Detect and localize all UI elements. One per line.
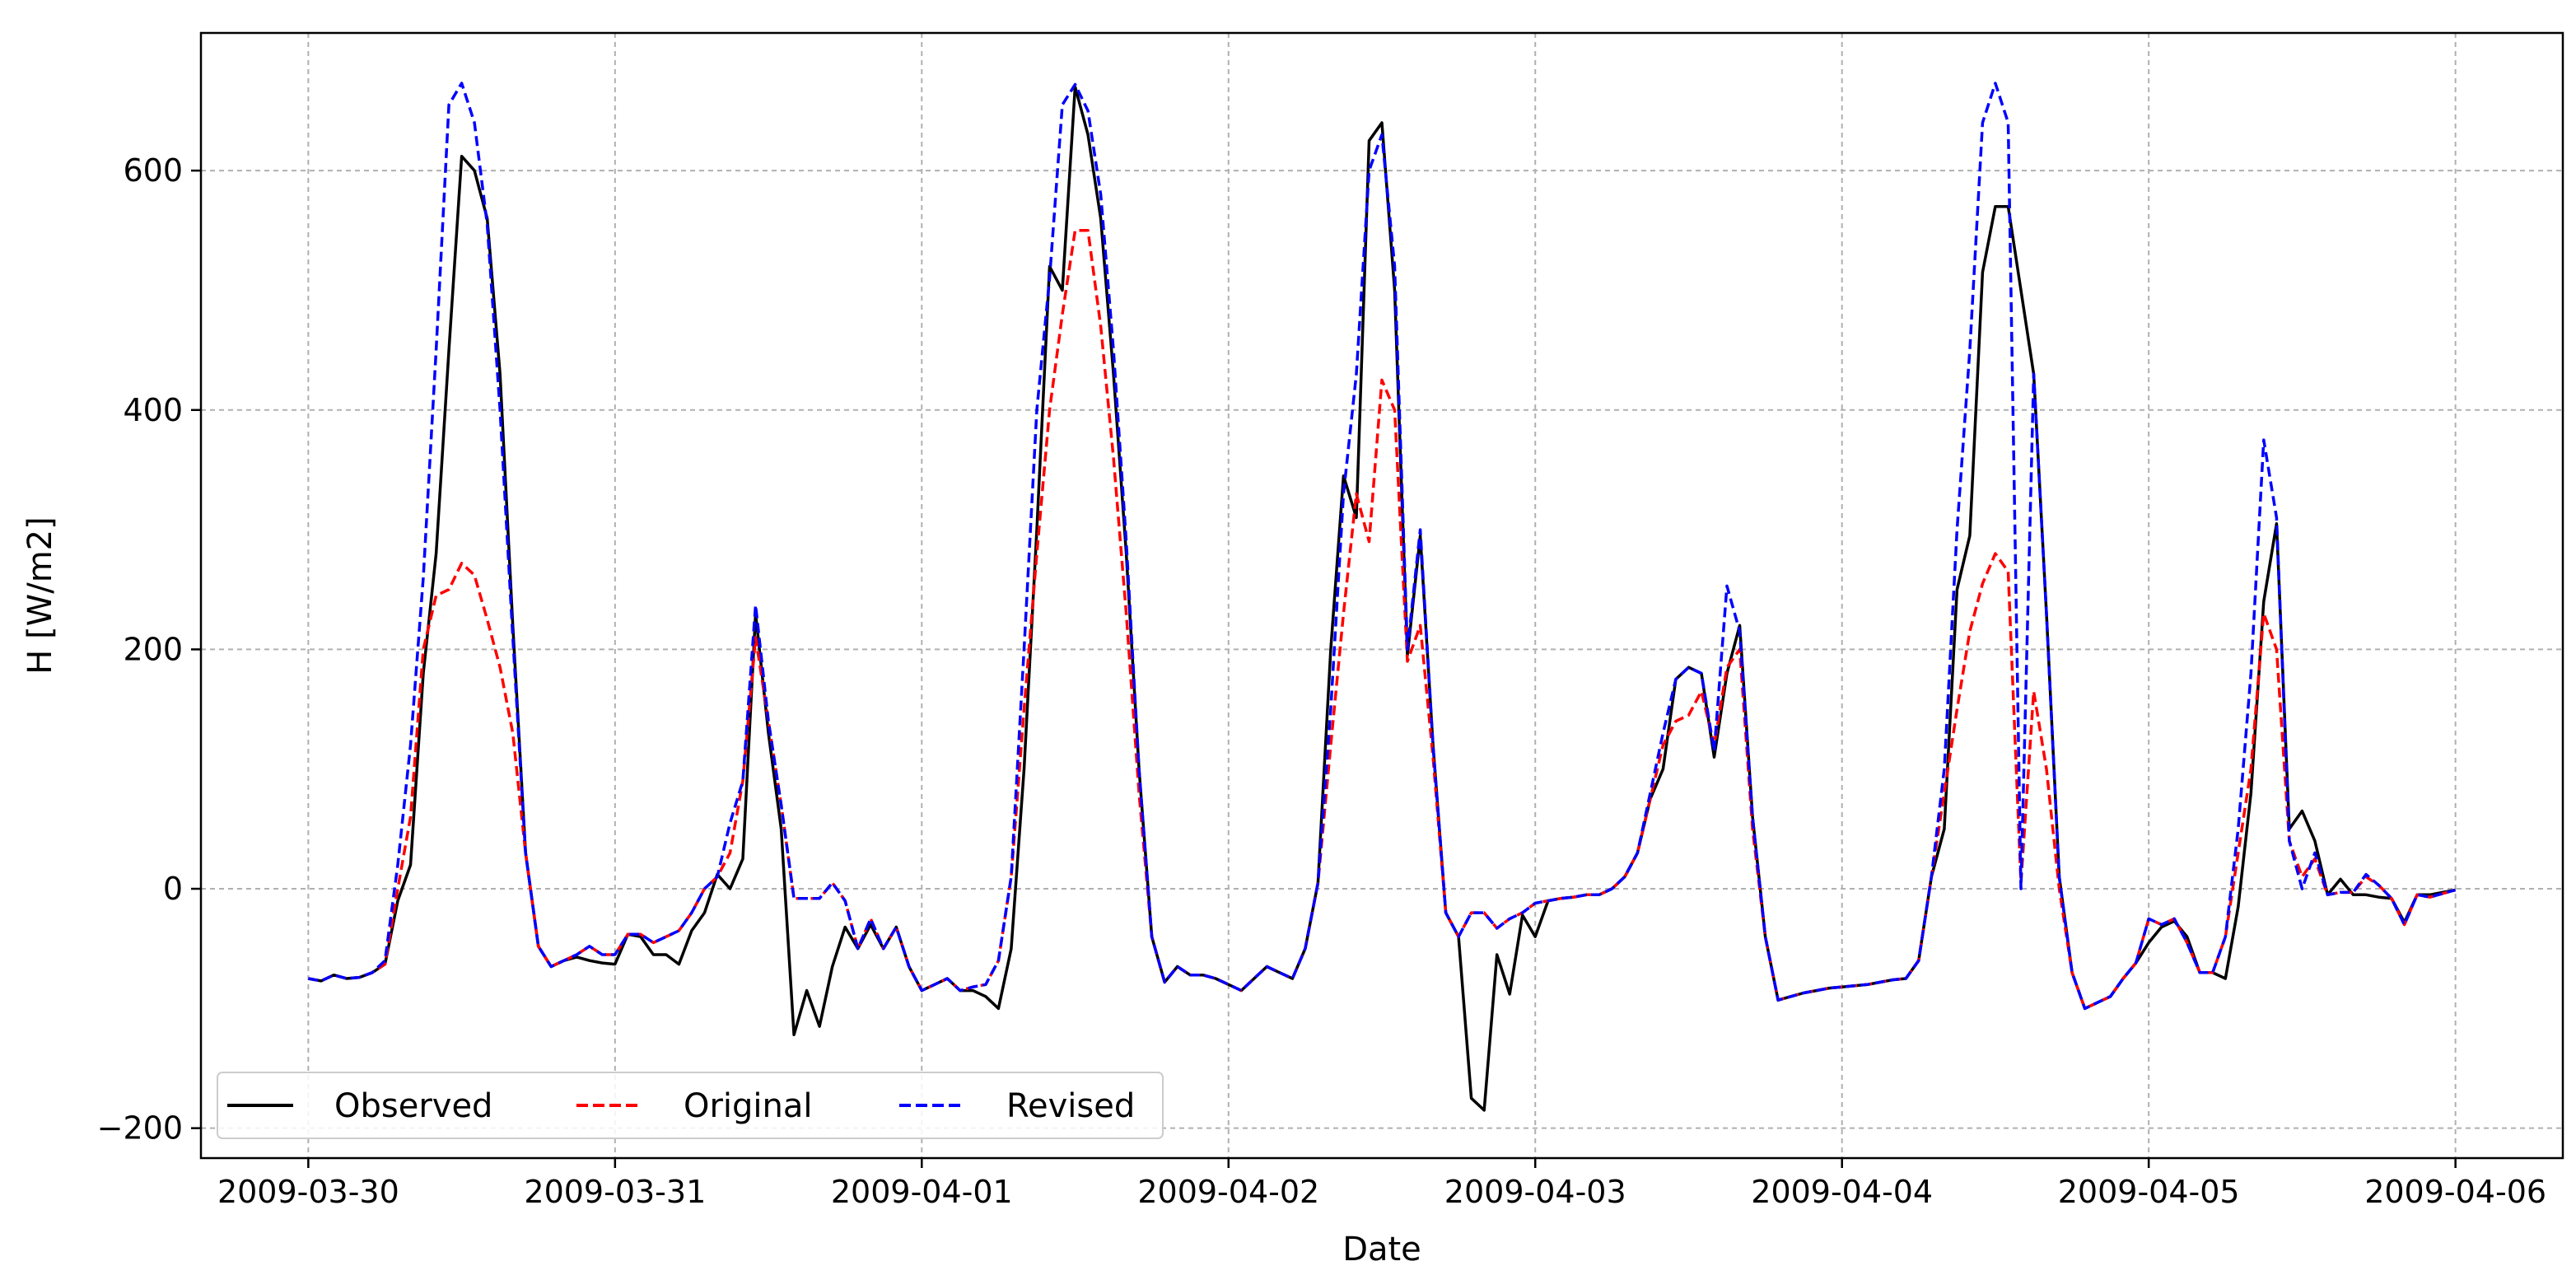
series-line-revised [308, 82, 2457, 1011]
x-tick-label: 2009-04-03 [1444, 1174, 1626, 1210]
y-tick-label: −200 [97, 1110, 183, 1147]
grid [201, 33, 2563, 1158]
plot-area-frame [199, 31, 2564, 1160]
y-tick-label: 0 [163, 871, 183, 907]
x-axis-label: Date [1342, 1231, 1421, 1268]
y-axis: −200 0 200 400 600 [97, 152, 201, 1147]
x-tick-label: 2009-04-05 [2058, 1174, 2240, 1210]
y-tick-label: 400 [123, 392, 183, 428]
x-tick-label: 2009-04-02 [1137, 1174, 1319, 1210]
y-axis-label: H [W/m2] [21, 516, 59, 674]
x-tick-label: 2009-04-06 [2364, 1174, 2546, 1210]
legend-box [217, 1072, 1164, 1139]
y-tick-label: 600 [123, 152, 183, 189]
legend-label-original: Original [684, 1087, 813, 1125]
x-axis: 2009-03-30 2009-03-31 2009-04-01 2009-04-02… [217, 1158, 2546, 1210]
legend-label-observed: Observed [334, 1087, 492, 1125]
y-tick-label: 200 [123, 631, 183, 667]
legend-label-revised: Revised [1006, 1087, 1135, 1125]
x-tick-label: 2009-03-30 [217, 1174, 399, 1210]
legend: Observed Original Revised [217, 1072, 1164, 1139]
x-tick-label: 2009-04-01 [831, 1174, 1013, 1210]
x-tick-label: 2009-03-31 [524, 1174, 706, 1210]
x-tick-label: 2009-04-04 [1751, 1174, 1933, 1210]
series-group [308, 82, 2457, 1112]
